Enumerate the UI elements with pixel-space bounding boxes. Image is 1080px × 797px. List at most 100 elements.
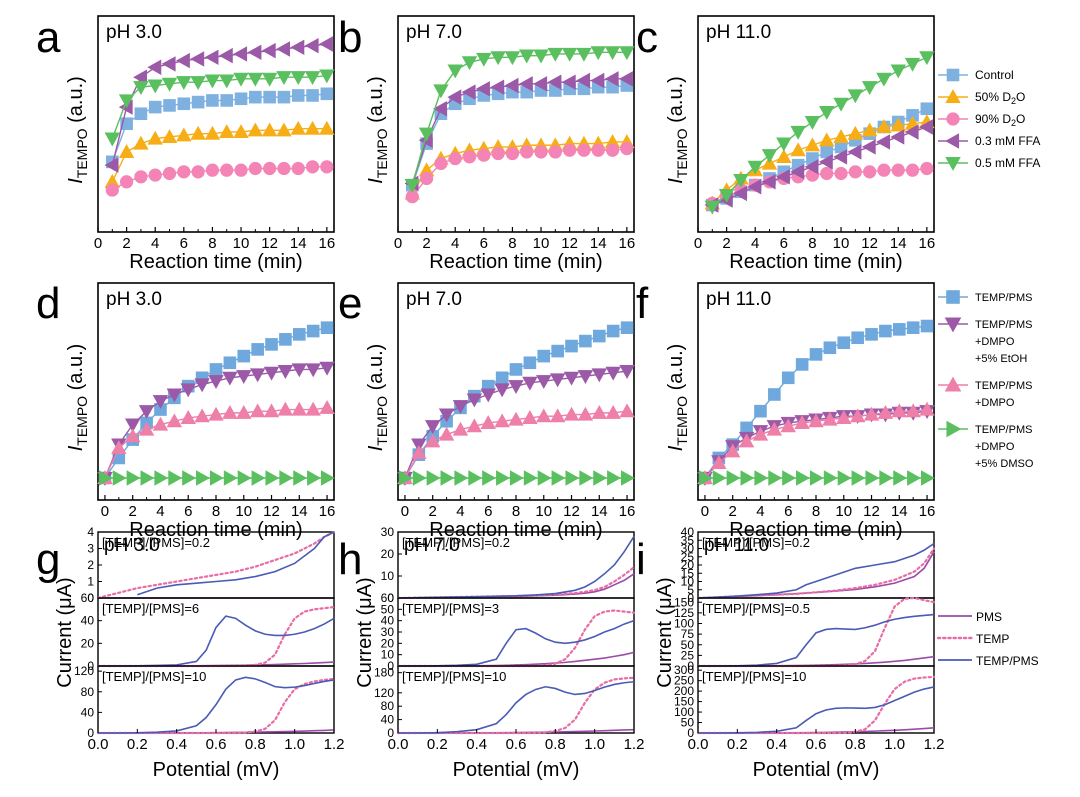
x-tick-label: 0.0 — [88, 736, 109, 753]
y-axis-label: Current (μA) — [654, 577, 676, 687]
data-point — [593, 470, 608, 486]
y-axis-label-sub: TEMPO — [374, 128, 390, 178]
data-point — [147, 79, 163, 94]
data-point — [847, 144, 862, 160]
x-axis-label: Reaction time (min) — [729, 251, 902, 273]
x-tick-label: 0.2 — [127, 736, 148, 753]
legend-text: 50% D — [975, 90, 1011, 104]
data-point — [98, 470, 113, 486]
data-point — [768, 388, 781, 401]
y-tick-label: 0 — [387, 659, 394, 673]
data-point — [563, 371, 580, 386]
data-point — [480, 415, 496, 429]
legend-label: +DMPO — [975, 336, 1015, 348]
data-point — [291, 363, 308, 378]
data-point — [522, 376, 538, 391]
data-point — [152, 395, 169, 409]
y-tick-label: 250 — [674, 674, 694, 688]
data-point — [218, 47, 233, 64]
y-axis-label-italic: I — [365, 445, 387, 451]
data-point — [161, 56, 176, 72]
legend-text: 0.3 mM FFA — [975, 134, 1040, 148]
data-point — [440, 470, 455, 486]
legend-label: 0.5 mM FFA — [975, 156, 1040, 170]
data-point — [205, 163, 220, 177]
data-point — [148, 168, 162, 182]
panel-letter-b: b — [338, 13, 362, 62]
data-point — [576, 47, 592, 62]
legend-label: TEMP/PMS — [975, 380, 1032, 392]
data-point — [319, 400, 335, 414]
x-tick-label: 2 — [129, 503, 137, 520]
y-tick-label: 75 — [681, 627, 695, 641]
data-point — [495, 371, 509, 385]
data-point — [191, 165, 205, 179]
x-axis-label: Reaction time (min) — [429, 519, 602, 541]
x-tick-label: 0.4 — [466, 736, 487, 753]
data-point — [190, 76, 206, 90]
y-tick-label: 60 — [81, 591, 95, 605]
data-point — [547, 47, 564, 62]
series-control — [106, 87, 334, 169]
data-point — [620, 470, 635, 486]
panel-letter-c: c — [636, 13, 658, 62]
data-point — [861, 122, 878, 137]
y-axis-label-sub: TEMPO — [674, 396, 690, 446]
data-point — [537, 349, 551, 363]
data-point — [166, 388, 183, 403]
plot-frame — [697, 15, 935, 233]
data-point — [747, 179, 762, 195]
data-point — [222, 371, 238, 386]
data-point — [837, 470, 852, 486]
y-tick-label: 25 — [681, 550, 695, 564]
x-tick-label: 1.2 — [924, 736, 945, 753]
x-tick-label: 1.0 — [584, 736, 605, 753]
x-tick-label: 12 — [563, 503, 580, 520]
subplot-3: 0 40 80 120 [TEMP]/[PMS]=10 — [74, 664, 336, 740]
data-point — [290, 71, 306, 86]
data-point — [781, 371, 795, 385]
y-tick-label: 300 — [674, 663, 694, 677]
y-axis-label: ITEMPO (a.u.) — [65, 344, 90, 452]
data-point — [204, 74, 221, 89]
y-tick-label: 10 — [381, 569, 395, 583]
x-tick-label: 0 — [701, 503, 709, 520]
data-point — [140, 470, 155, 486]
data-point — [447, 64, 463, 79]
subplot-2: 0 20 40 60 [TEMP]/[PMS]=6 — [81, 591, 336, 673]
y-axis-label-unit: (a.u.) — [665, 76, 687, 128]
data-point — [851, 331, 864, 345]
y-tick-label: 1 — [87, 575, 94, 589]
y-tick-label: 15 — [681, 566, 695, 580]
legend-text: 0.5 mM FFA — [975, 156, 1040, 170]
x-tick-label: 12 — [261, 235, 278, 252]
y-tick-label: 20 — [381, 636, 395, 650]
data-point — [823, 341, 837, 355]
data-point — [592, 329, 606, 343]
series-line — [111, 127, 327, 183]
y-tick-label: 80 — [81, 685, 95, 699]
data-point — [161, 77, 178, 92]
data-point — [919, 119, 933, 135]
panel-letter-a: a — [36, 13, 61, 62]
data-point — [204, 49, 219, 65]
data-point — [726, 470, 741, 486]
chart-panel-c: 0 2 4 6 8 10 12 14 16 Reaction time (min) ITEMPO (… — [665, 15, 935, 273]
y-tick-label: 40 — [381, 614, 395, 628]
data-point — [754, 470, 769, 486]
data-point — [522, 410, 538, 424]
y-tick-label: 0 — [687, 726, 694, 740]
y-axis-label: Current (μA) — [54, 577, 76, 687]
y-tick-label: 0 — [87, 726, 94, 740]
x-tick-label: 1.0 — [284, 736, 305, 753]
x-axis-label: Reaction time (min) — [129, 251, 302, 273]
data-point — [549, 373, 566, 388]
data-point — [320, 160, 334, 174]
data-point — [251, 343, 264, 356]
x-tick-label: 16 — [319, 235, 336, 252]
data-point — [519, 49, 535, 64]
data-point — [876, 72, 892, 87]
data-point — [761, 174, 776, 190]
data-point — [904, 57, 921, 72]
